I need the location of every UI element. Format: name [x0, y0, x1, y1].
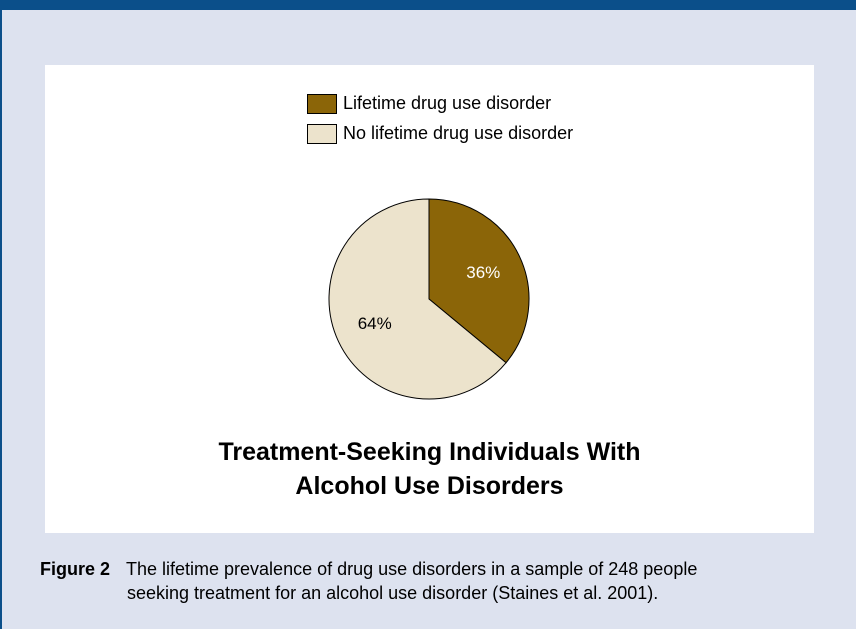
- figure-caption: Figure 2 The lifetime prevalence of drug …: [40, 557, 830, 605]
- chart-title: Treatment-Seeking Individuals With Alcoh…: [45, 435, 814, 503]
- caption-text-2: seeking treatment for an alcohol use dis…: [127, 583, 659, 603]
- legend-label-lifetime: Lifetime drug use disorder: [343, 93, 552, 113]
- pie-chart: 36% 64%: [328, 198, 530, 400]
- legend-label-no-lifetime: No lifetime drug use disorder: [343, 123, 574, 143]
- pie-label-lifetime: 36%: [466, 263, 500, 282]
- legend-swatch-lifetime: [307, 94, 337, 114]
- chart-title-line-2: Alcohol Use Disorders: [295, 472, 564, 500]
- caption-line-1: Figure 2 The lifetime prevalence of drug …: [40, 557, 830, 581]
- pie-slice-lifetime: [428, 198, 530, 364]
- legend-swatch-no-lifetime: [307, 124, 337, 144]
- chart-title-line-1: Treatment-Seeking Individuals With: [218, 438, 641, 466]
- caption-text-1: The lifetime prevalence of drug use diso…: [126, 559, 698, 579]
- chart-card: Lifetime drug use disorder No lifetime d…: [45, 65, 814, 533]
- pie-label-no-lifetime: 64%: [358, 314, 392, 333]
- pie-slice-no-lifetime: [328, 198, 507, 400]
- caption-label: Figure 2: [40, 559, 111, 579]
